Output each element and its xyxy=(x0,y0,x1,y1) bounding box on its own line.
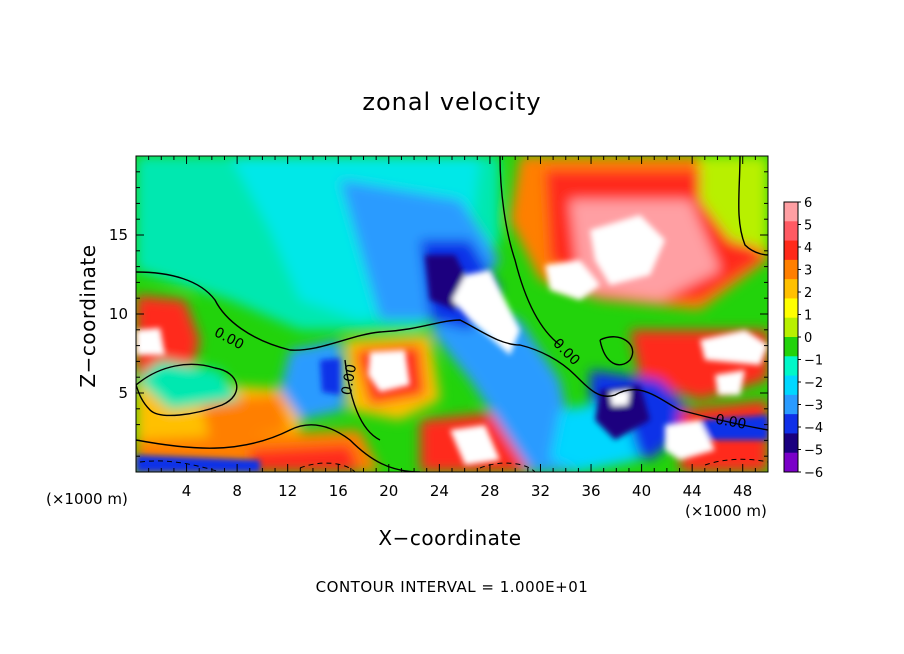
z-unit-label: (×1000 m) xyxy=(46,490,128,508)
colorbar-swatch xyxy=(784,375,798,396)
colorbar: 6 5 4 3 2 1 0 −1 −2 −3 −4 −5 −6 xyxy=(783,196,823,481)
colorbar-swatch xyxy=(784,433,798,454)
colorbar-swatch xyxy=(784,394,798,415)
colorbar-label: 2 xyxy=(804,286,812,301)
x-tick-label: 16 xyxy=(329,482,348,500)
colorbar-swatch xyxy=(784,452,798,473)
colorbar-label: −4 xyxy=(804,421,823,436)
colorbar-swatch xyxy=(784,414,798,434)
colorbar-swatch xyxy=(784,202,798,222)
x-unit-label: (×1000 m) xyxy=(685,502,767,520)
x-tick-label: 40 xyxy=(632,482,651,500)
x-axis-label: X−coordinate xyxy=(378,526,522,550)
colorbar-swatch xyxy=(784,259,798,280)
colorbar-swatch xyxy=(784,337,798,357)
velocity-field xyxy=(136,156,768,472)
colorbar-swatch xyxy=(784,356,798,377)
colorbar-swatch xyxy=(784,240,798,261)
colorbar-label: 1 xyxy=(804,309,812,324)
colorbar-label: −5 xyxy=(804,444,823,459)
contour-label: 0.00 xyxy=(714,412,747,433)
x-tick-label: 8 xyxy=(232,482,242,500)
contour-interval-note: CONTOUR INTERVAL = 1.000E+01 xyxy=(315,578,589,596)
colorbar-swatch xyxy=(784,221,798,242)
chart-title: zonal velocity xyxy=(362,88,542,116)
colorbar-label: −6 xyxy=(804,466,823,481)
x-tick-label: 36 xyxy=(581,482,600,500)
colorbar-swatch xyxy=(784,298,798,319)
colorbar-label: −1 xyxy=(804,354,823,369)
y-tick-label: 10 xyxy=(109,305,128,323)
colorbar-label: −3 xyxy=(804,399,823,414)
y-tick-label: 15 xyxy=(109,226,128,244)
x-tick-label: 4 xyxy=(182,482,192,500)
colorbar-label: 0 xyxy=(804,331,812,346)
colorbar-label: 4 xyxy=(804,241,812,256)
x-tick-label: 44 xyxy=(683,482,702,500)
x-tick-label: 24 xyxy=(430,482,449,500)
y-tick-label: 5 xyxy=(118,384,128,402)
colorbar-swatch xyxy=(784,279,798,299)
colorbar-label: 5 xyxy=(804,219,812,234)
colorbar-swatch xyxy=(784,317,798,338)
colorbar-label: 3 xyxy=(804,264,812,279)
x-tick-label: 12 xyxy=(278,482,297,500)
x-tick-label: 20 xyxy=(379,482,398,500)
colorbar-label: −2 xyxy=(804,376,823,391)
contour-label: 0.00 xyxy=(339,363,360,396)
x-tick-label: 32 xyxy=(531,482,550,500)
x-tick-label: 28 xyxy=(480,482,499,500)
x-tick-label: 48 xyxy=(733,482,752,500)
colorbar-label: 6 xyxy=(804,196,812,211)
